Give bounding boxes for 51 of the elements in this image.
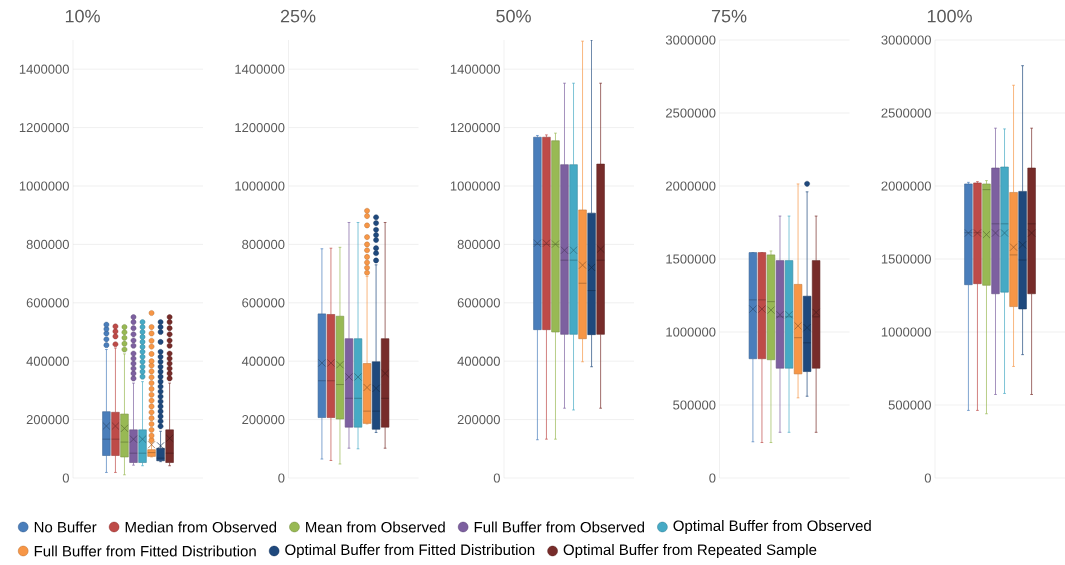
chart-title: 50% [496,9,531,23]
legend-label: Optimal Buffer from Repeated Sample [563,544,817,558]
y-tick-label: 200000 [26,415,69,425]
y-tick-label: 1000000 [666,327,716,337]
legend-label: No Buffer [34,521,97,533]
y-tick-label: 0 [493,473,500,483]
y-tick-label: 1200000 [450,122,500,133]
legend-label: Median from Observed [125,521,277,533]
y-tick-label: 0 [709,473,716,483]
y-tick-label: 800000 [242,239,285,249]
chart-title: 10% [65,9,100,23]
y-tick-label: 1500000 [666,254,716,264]
chart-title: 75% [711,9,747,23]
legend-label: Full Buffer from Observed [474,521,645,533]
y-tick-label: 2500000 [666,108,716,118]
y-tick-label: 1000000 [235,181,285,191]
y-tick-label: 1200000 [19,122,69,133]
y-tick-label: 1400000 [235,64,285,74]
y-tick-label: 2000000 [666,181,716,191]
y-tick-label: 0 [62,473,69,483]
y-tick-label: 500000 [888,400,931,410]
y-tick-label: 800000 [457,239,500,249]
y-tick-label: 400000 [26,356,69,366]
y-tick-label: 400000 [241,356,285,366]
y-tick-label: 1000000 [19,181,69,191]
legend-label: Mean from Observed [306,521,445,533]
y-tick-label: 500000 [673,400,716,410]
y-tick-label: 2000000 [881,181,931,191]
y-tick-label: 1400000 [450,64,500,74]
legend-label: Optimal Buffer from Observed [673,520,871,534]
y-tick-label: 600000 [26,298,69,308]
y-tick-label: 800000 [26,239,69,249]
y-tick-label: 600000 [457,298,500,308]
y-tick-label: 200000 [457,415,500,425]
y-tick-label: 1200000 [235,122,285,133]
legend-label: Optimal Buffer from Fitted Distribution [285,544,535,558]
y-tick-label: 1500000 [881,254,931,264]
legend-label: Full Buffer from Fitted Distribution [34,545,256,557]
y-tick-label: 0 [278,473,285,483]
y-tick-label: 600000 [242,298,285,308]
y-tick-label: 3000000 [665,35,716,45]
chart-title: 25% [280,9,316,23]
y-tick-label: 1400000 [19,64,69,74]
y-tick-label: 3000000 [881,35,931,45]
chart-title: 100% [927,9,972,23]
y-tick-label: 1000000 [881,327,931,337]
y-tick-label: 0 [924,473,931,483]
y-tick-label: 200000 [242,415,285,425]
y-tick-label: 1000000 [450,181,500,191]
y-tick-label: 400000 [457,356,500,366]
y-tick-label: 2500000 [881,108,931,118]
